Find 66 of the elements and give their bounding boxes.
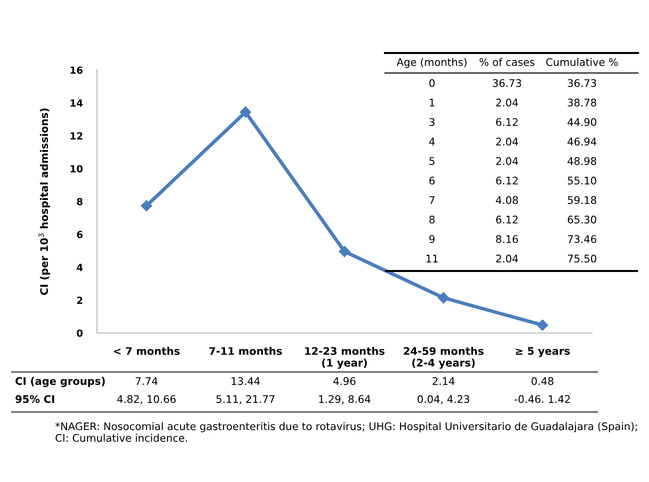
annotation: 46.94 xyxy=(568,138,596,146)
annotation: 6.12 xyxy=(496,118,518,126)
annotation: 55.10 xyxy=(568,176,596,185)
data-label: 2.14 xyxy=(432,377,455,385)
data-label: 0.48 xyxy=(532,377,554,386)
annotation: 1 xyxy=(430,98,434,106)
annotation: 11 xyxy=(426,254,438,262)
annotation: 73.46 xyxy=(568,235,596,244)
y-tick-label: 12 xyxy=(70,132,82,140)
annotation: 9 xyxy=(429,235,435,244)
text: Age (months) xyxy=(396,58,467,68)
text: -0.46. 1.42 xyxy=(514,395,570,404)
x-tick-label: < 7 months xyxy=(114,346,180,355)
annotation: 59.18 xyxy=(568,196,596,204)
annotation: 4 xyxy=(429,138,435,146)
y-tick-label: 14 xyxy=(70,99,83,107)
data-label: 13.44 xyxy=(232,377,260,386)
data-label: 4.96 xyxy=(333,377,356,386)
annotation: 65.30 xyxy=(568,216,596,224)
annotation: 0 xyxy=(429,79,435,88)
annotation: 2.04 xyxy=(496,98,518,107)
point xyxy=(240,106,252,118)
point xyxy=(536,320,548,331)
text: 95% CI xyxy=(16,395,54,404)
annotation: 6 xyxy=(429,176,435,185)
annotation: 36.73 xyxy=(492,79,522,88)
annotation: 8 xyxy=(429,216,435,224)
annotation: 48.98 xyxy=(568,157,596,166)
point xyxy=(438,292,450,304)
x-tick-label: ≥ 5 years xyxy=(516,347,570,357)
annotation: 36.73 xyxy=(568,79,596,88)
text: Cumulative % xyxy=(546,58,618,66)
y-tick-label: 2 xyxy=(77,296,82,304)
annotation: 8.16 xyxy=(496,235,518,244)
x-tick-label: 12-23 months (1 year) xyxy=(305,346,384,369)
y-tick-label: 16 xyxy=(70,66,83,74)
annotation: 75.50 xyxy=(568,254,596,263)
annotation: 6.12 xyxy=(496,176,518,185)
y-tick-label: 0 xyxy=(76,329,83,337)
annotation: 5 xyxy=(429,157,434,166)
annotation: 2.04 xyxy=(496,157,518,166)
text: CI (age groups) xyxy=(16,376,105,388)
annotation: 2.04 xyxy=(496,254,518,263)
x-tick-label: 7-11 months xyxy=(209,346,282,355)
text: 4.82, 10.66 xyxy=(117,395,176,404)
data-label: 7.74 xyxy=(136,377,158,385)
annotation: 44.90 xyxy=(568,118,596,126)
y-tick-label: 10 xyxy=(70,165,83,172)
annotation: 2.04 xyxy=(496,138,518,146)
y-tick-label: 6 xyxy=(76,230,83,238)
x-tick-label: 24-59 months (2-4 years) xyxy=(404,346,484,369)
point xyxy=(140,200,152,212)
text: 0.04, 4.23 xyxy=(418,395,470,404)
y-tick-label: 8 xyxy=(76,198,83,206)
y-axis-title: CI (per 10$^{3}$ hospital admissions) xyxy=(38,108,50,295)
annotation: 3 xyxy=(429,118,434,126)
annotation: 6.12 xyxy=(496,216,518,224)
text: 5.11, 21.77 xyxy=(216,395,274,404)
text: % of cases xyxy=(480,58,534,66)
y-tick-label: 4 xyxy=(76,264,83,271)
annotation: 4.08 xyxy=(496,196,518,204)
annotation: 7 xyxy=(430,196,434,204)
point xyxy=(338,246,350,258)
text: 1.29, 8.64 xyxy=(319,395,370,404)
annotation: 38.78 xyxy=(568,98,596,107)
text: *NAGER: Nosocomial acute gastroenteritis due to rotavirus; UHG: Hospital Universitario de Guadalajara (Spain); CI: Cumulative incidence. xyxy=(55,422,637,442)
